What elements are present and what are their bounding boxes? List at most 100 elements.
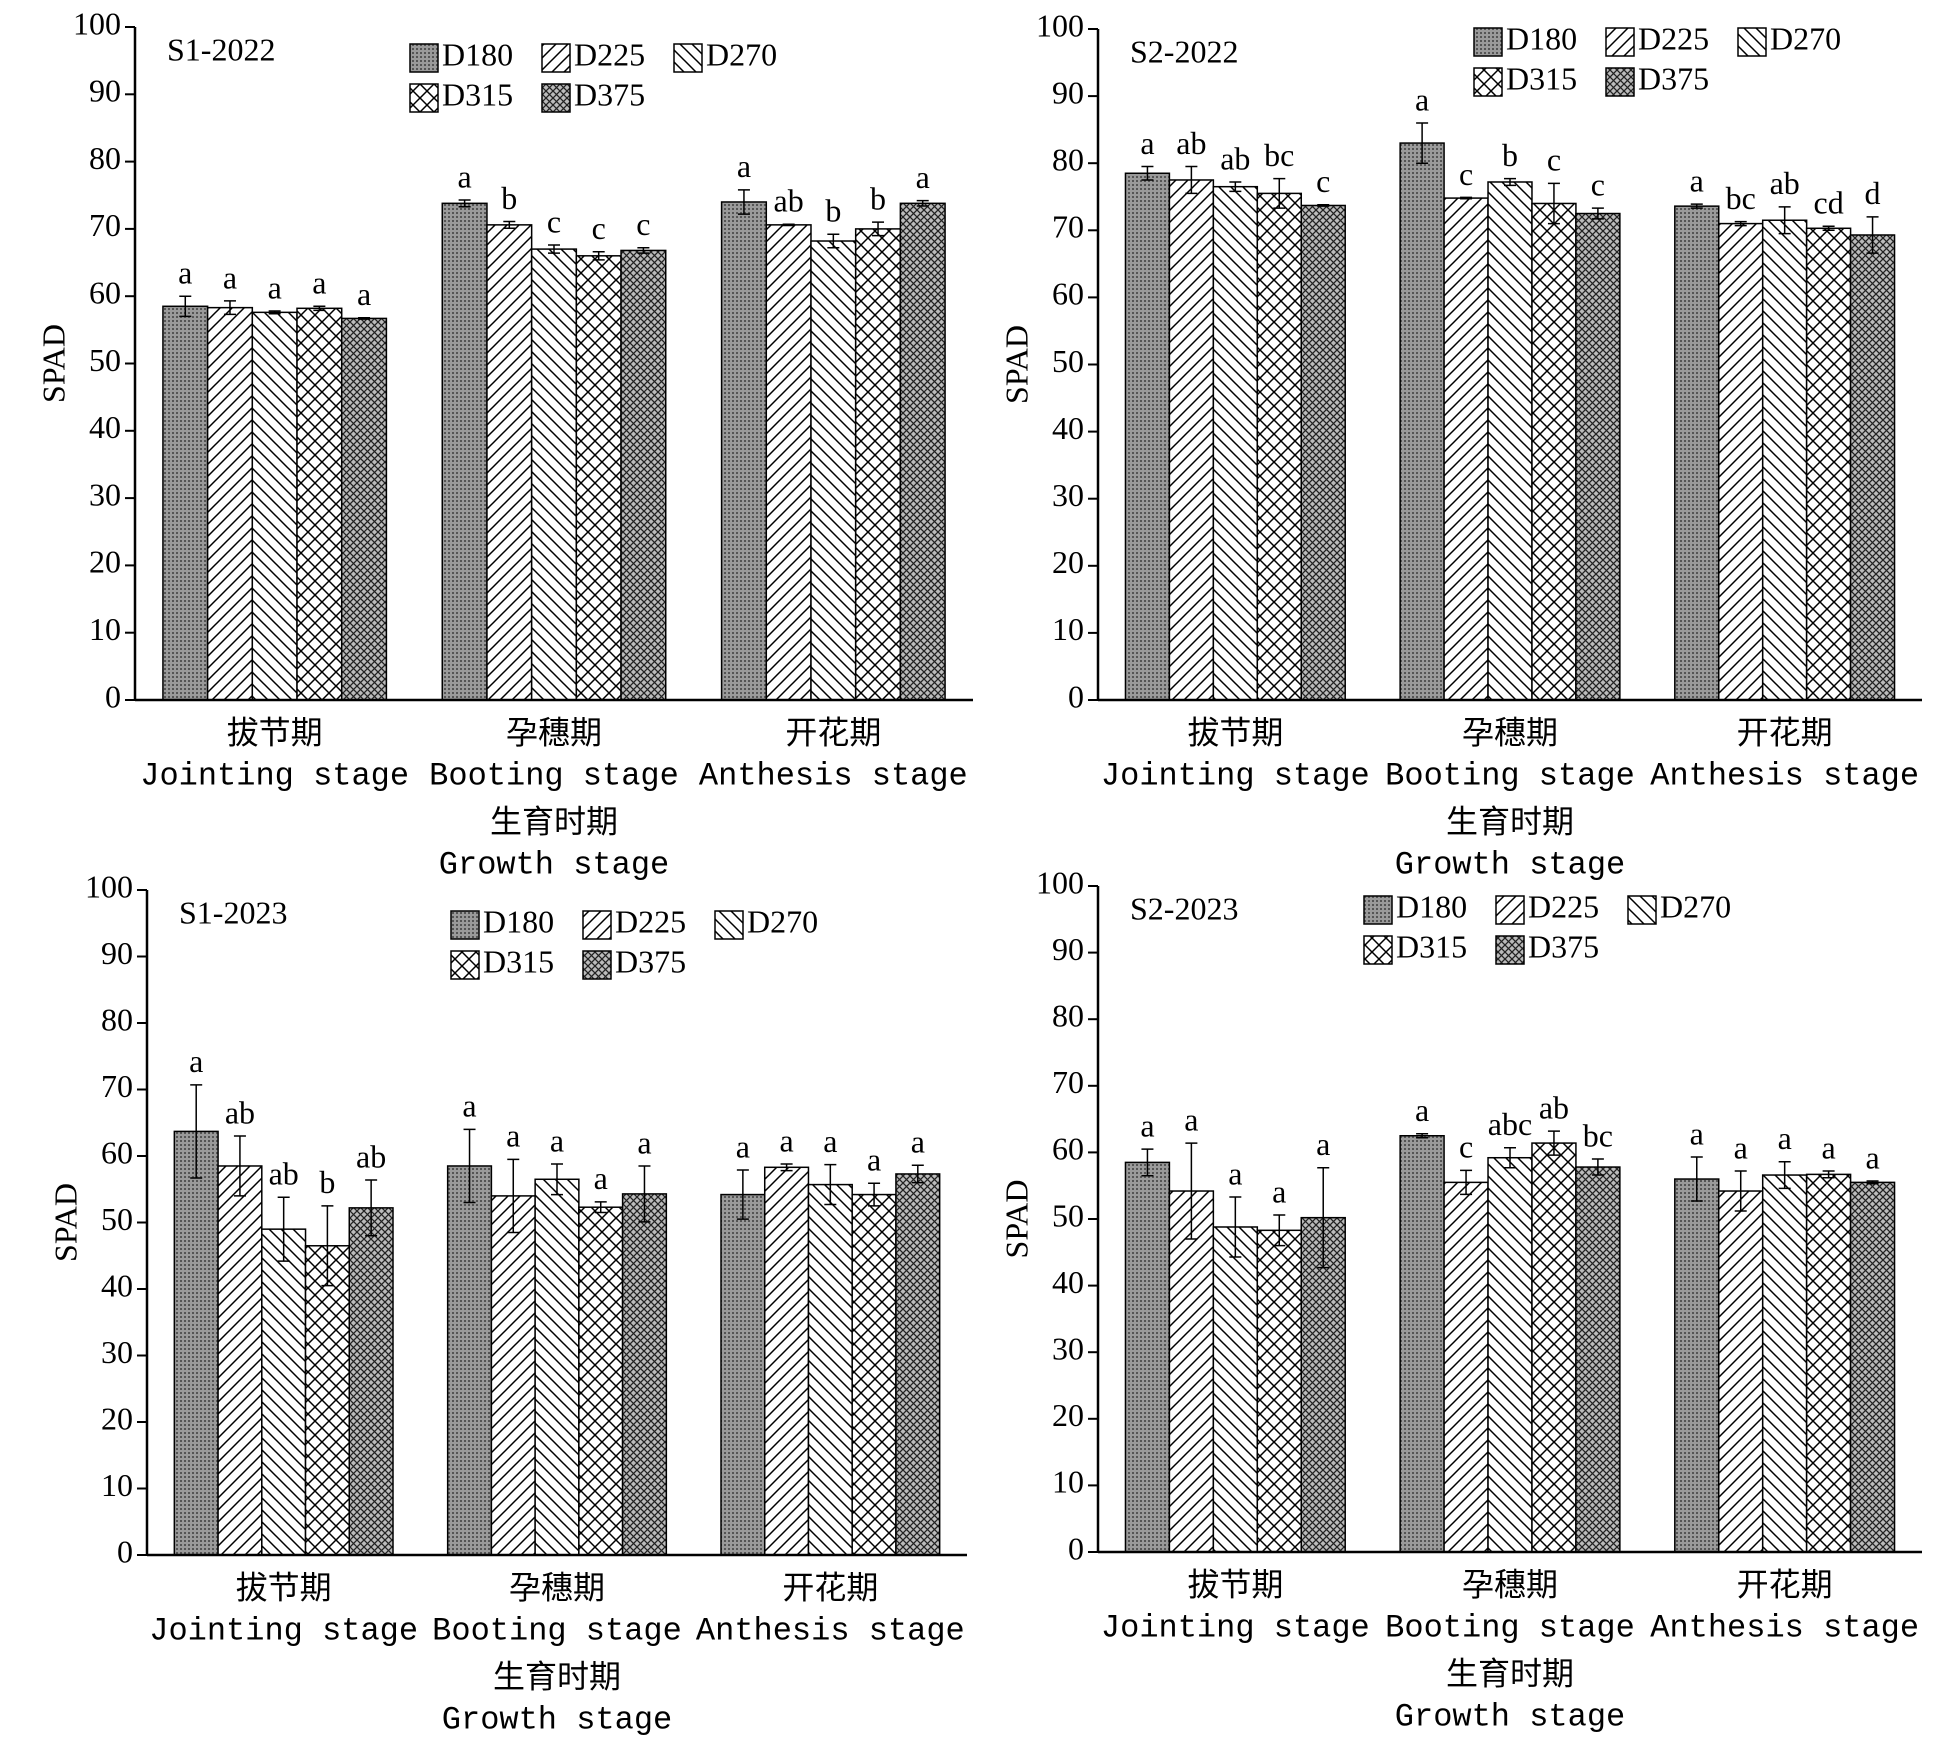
- error-bar: [1273, 177, 1286, 209]
- y-tick-label: 60: [1052, 1131, 1084, 1167]
- y-tick-label: 20: [89, 544, 121, 580]
- bar: [1575, 1166, 1621, 1553]
- legend-swatch: [450, 950, 480, 980]
- error-bar: [190, 1084, 203, 1179]
- bar: [1212, 185, 1259, 701]
- significance-letter: c: [1547, 142, 1561, 178]
- legend-swatch: [541, 43, 571, 73]
- chart-title: S1-2023: [179, 894, 287, 930]
- error-bar: [1547, 182, 1560, 225]
- legend-label: D375: [574, 76, 645, 112]
- error-bar: [824, 1163, 837, 1206]
- y-tick-label: 80: [101, 1001, 133, 1037]
- bar: [1717, 1190, 1764, 1553]
- error-bar: [1822, 225, 1835, 232]
- x-tick-label: Booting stage: [432, 1612, 682, 1649]
- error-bar: [1273, 1214, 1286, 1247]
- legend-swatch: [1495, 895, 1525, 925]
- bar: [348, 1207, 394, 1556]
- x-tick-label: 开花期: [782, 1569, 878, 1605]
- x-axis-title: 生育时期: [1446, 803, 1574, 839]
- significance-letter: bc: [1264, 137, 1294, 173]
- significance-letter: a: [1415, 1092, 1429, 1128]
- y-tick-label: 100: [85, 868, 133, 904]
- bar: [173, 1130, 219, 1556]
- error-bar: [1822, 1170, 1835, 1179]
- error-bar: [737, 189, 750, 215]
- bar: [1256, 192, 1303, 701]
- significance-letter: b: [1502, 137, 1518, 173]
- bar: [1849, 1181, 1896, 1553]
- x-tick-label: Anthesis stage: [696, 1612, 965, 1649]
- x-axis-title: Growth stage: [439, 846, 669, 883]
- y-tick-label: 40: [101, 1267, 133, 1303]
- bar: [1300, 1216, 1346, 1553]
- legend-label: D270: [1660, 888, 1731, 924]
- x-tick-label: 孕穗期: [509, 1569, 605, 1605]
- significance-letter: a: [867, 1142, 881, 1178]
- error-bar: [1547, 1130, 1560, 1156]
- significance-letter: a: [1272, 1173, 1286, 1209]
- bar: [217, 1165, 263, 1556]
- significance-letter: c: [547, 203, 561, 239]
- y-tick-label: 100: [1036, 864, 1084, 900]
- legend-swatch: [1605, 27, 1635, 57]
- error-bar: [1866, 216, 1879, 254]
- significance-letter: a: [779, 1122, 793, 1158]
- chart-title: S1-2022: [167, 31, 275, 67]
- error-bar: [507, 1158, 520, 1234]
- bar: [851, 1193, 897, 1556]
- legend-label: D270: [706, 36, 777, 72]
- error-bar: [1690, 1156, 1703, 1202]
- legend-label: D375: [615, 943, 686, 979]
- bar: [1674, 205, 1720, 701]
- significance-letter: a: [736, 1128, 750, 1164]
- significance-letter: abc: [1488, 1106, 1532, 1142]
- y-tick-label: 70: [101, 1068, 133, 1104]
- error-bar: [551, 1163, 563, 1196]
- bar: [810, 240, 857, 701]
- error-bar: [1778, 206, 1791, 235]
- error-bar: [1504, 1146, 1516, 1169]
- bar: [1849, 234, 1896, 701]
- x-tick-label: Jointing stage: [149, 1612, 418, 1649]
- error-bar: [313, 305, 326, 312]
- significance-letter: a: [268, 269, 282, 305]
- legend-swatch: [1473, 67, 1503, 97]
- significance-letter: c: [1591, 167, 1605, 203]
- y-tick-label: 60: [89, 275, 121, 311]
- legend-label: D270: [1770, 20, 1841, 56]
- error-bar: [463, 1128, 476, 1204]
- error-bar: [1141, 1148, 1154, 1177]
- error-bar: [1690, 203, 1703, 209]
- error-bar: [1141, 165, 1154, 181]
- y-tick-label: 70: [1052, 1064, 1084, 1100]
- error-bar: [868, 1182, 881, 1207]
- bar: [1761, 219, 1808, 701]
- y-axis-title: SPAD: [47, 1183, 83, 1262]
- error-bar: [1416, 1133, 1429, 1139]
- significance-letter: ab: [1770, 165, 1800, 201]
- x-tick-label: 拔节期: [236, 1569, 332, 1605]
- y-tick-label: 20: [1052, 544, 1084, 580]
- error-bar: [358, 316, 371, 320]
- error-bar: [1460, 1169, 1473, 1196]
- legend-label: D225: [1528, 888, 1599, 924]
- y-tick-label: 20: [1052, 1397, 1084, 1433]
- legend-label: D180: [442, 36, 513, 72]
- significance-letter: ab: [269, 1156, 299, 1192]
- bar: [1399, 1135, 1445, 1553]
- x-tick-label: Anthesis stage: [1650, 757, 1919, 794]
- legend-swatch: [582, 910, 612, 940]
- y-tick-label: 10: [101, 1467, 133, 1503]
- chart-title: S2-2022: [1130, 33, 1238, 69]
- y-tick-label: 50: [101, 1201, 133, 1237]
- bar: [895, 1173, 941, 1556]
- significance-letter: a: [462, 1088, 476, 1124]
- significance-letter: ab: [225, 1094, 255, 1130]
- significance-letter: a: [550, 1122, 564, 1158]
- bar: [765, 224, 812, 701]
